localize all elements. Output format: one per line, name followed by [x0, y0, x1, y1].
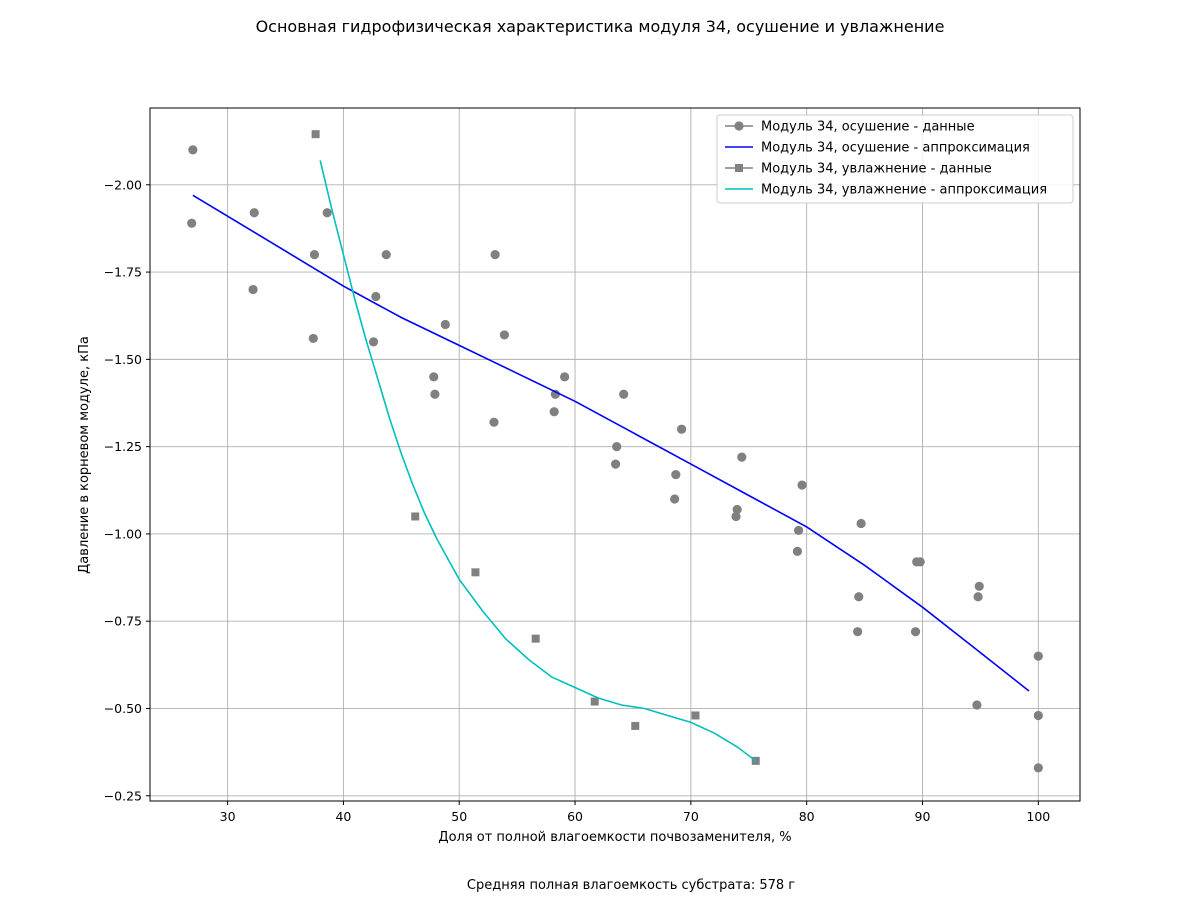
data-point-circle: [972, 700, 982, 710]
data-point-circle: [731, 511, 741, 522]
data-point-circle: [381, 250, 391, 260]
chart-title: Основная гидрофизическая характеристика …: [256, 17, 945, 36]
data-point-circle: [322, 208, 332, 218]
data-point-circle: [671, 469, 681, 480]
data-point-circle: [188, 145, 198, 155]
series-line-1: [192, 194, 1030, 692]
data-point-circle: [974, 581, 984, 591]
data-point-square: [311, 130, 320, 139]
data-point-circle: [1033, 763, 1043, 773]
legend: Модуль 34, осушение - данные Модуль 34, о…: [716, 114, 1074, 204]
data-point-square: [691, 711, 700, 720]
legend-label-3: Модуль 34, увлажнение - аппроксимация: [761, 183, 1047, 198]
data-point-circle: [490, 250, 500, 260]
y-tick-label: −0.50: [104, 701, 142, 716]
y-tick-label: −1.00: [104, 526, 142, 541]
data-point-square: [411, 512, 420, 521]
y-tick-label: −0.25: [104, 788, 142, 803]
x-tick-label: 50: [451, 809, 467, 824]
legend-box: [716, 114, 1074, 204]
x-tick-label: 70: [683, 809, 699, 824]
x-tick-label: 80: [799, 809, 815, 824]
data-point-square: [531, 634, 540, 643]
data-point-circle: [973, 592, 983, 602]
series-line-3: [319, 160, 757, 762]
data-point-circle: [793, 525, 804, 536]
x-tick-label: 100: [1026, 809, 1050, 824]
data-point-circle: [797, 480, 807, 490]
legend-marker-square: [735, 164, 743, 172]
x-tick-label: 30: [220, 809, 236, 824]
y-tick-label: −1.25: [104, 439, 142, 454]
footnote: Средняя полная влагоемкость субстрата: 5…: [467, 878, 795, 893]
data-point-circle: [560, 372, 570, 382]
data-point-circle: [368, 337, 379, 347]
legend-label-2: Модуль 34, увлажнение - данные: [761, 162, 992, 177]
legend-label-0: Модуль 34, осушение - данные: [761, 120, 975, 135]
data-point-circle: [371, 291, 381, 302]
data-point-circle: [856, 518, 866, 529]
data-point-circle: [499, 330, 509, 340]
data-point-circle: [853, 627, 863, 637]
data-point-circle: [309, 250, 320, 260]
data-point-circle: [489, 417, 499, 427]
data-point-circle: [915, 557, 925, 567]
y-tick-label: −2.00: [104, 177, 142, 192]
data-point-circle: [187, 218, 197, 228]
data-point-circle: [430, 389, 440, 399]
x-tick-label: 90: [915, 809, 931, 824]
data-point-circle: [549, 407, 559, 417]
y-tick-label: −1.50: [104, 352, 142, 367]
data-point-square: [590, 697, 599, 706]
data-point-circle: [1033, 651, 1043, 661]
data-point-circle: [732, 504, 742, 515]
data-point-circle: [440, 319, 450, 330]
y-axis-label: Давление в корневом модуле, кПа: [77, 336, 92, 574]
data-point-circle: [670, 494, 680, 504]
data-point-square: [471, 568, 480, 577]
axes: 30 40 50 60 70 80 90 100 −0.25 −0.50 −0.75 −1.00 −1.…: [104, 177, 1051, 824]
data-point-circle: [248, 284, 258, 295]
y-tick-label: −0.75: [104, 614, 142, 629]
data-point-square: [631, 721, 640, 730]
data-point-circle: [1033, 710, 1043, 721]
data-point-circle: [429, 372, 439, 382]
data-point-circle: [910, 627, 921, 637]
x-tick-label: 40: [335, 809, 351, 824]
data-point-circle: [550, 389, 560, 399]
data-point-circle: [610, 459, 621, 469]
data-point-circle: [612, 442, 622, 452]
x-tick-label: 60: [567, 809, 583, 824]
data-point-circle: [308, 333, 318, 344]
data-point-circle: [619, 389, 629, 399]
x-axis-label: Доля от полной влагоемкости почвозаменит…: [438, 830, 791, 845]
data-point-circle: [249, 208, 259, 218]
legend-marker-circle: [734, 121, 744, 131]
legend-label-1: Модуль 34, осушение - аппроксимация: [761, 141, 1030, 156]
grid: [150, 108, 1080, 801]
data-point-circle: [854, 592, 864, 602]
data-point-circle: [792, 546, 803, 556]
y-tick-label: −1.75: [104, 265, 142, 280]
data-point-circle: [676, 424, 687, 434]
plot-data: [187, 130, 1043, 773]
plot-frame: [149, 107, 1081, 802]
data-point-circle: [737, 452, 747, 462]
